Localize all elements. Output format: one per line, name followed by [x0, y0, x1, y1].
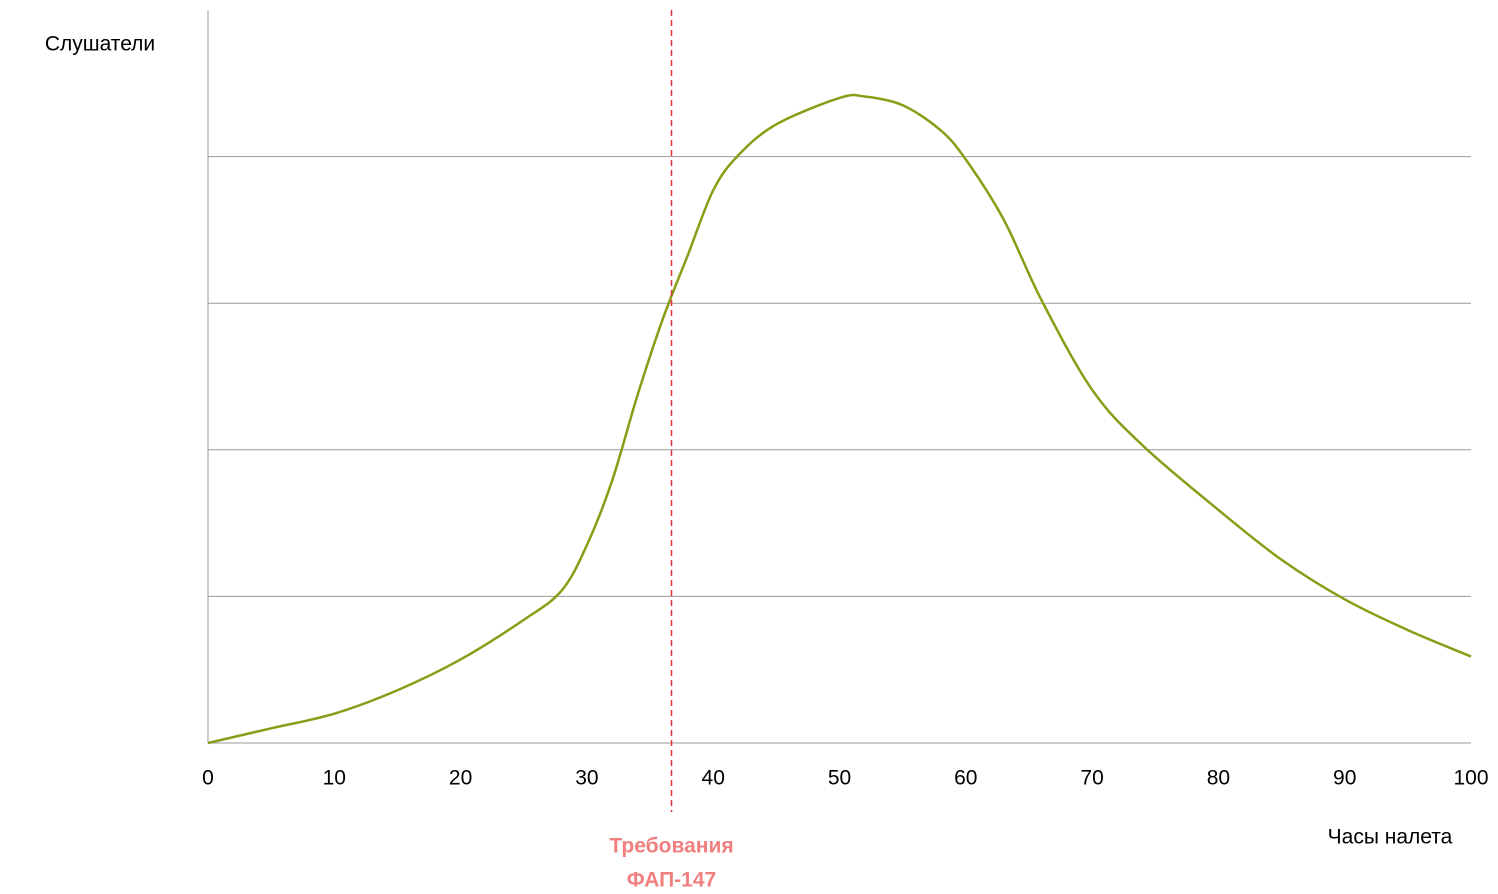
- x-tick-label: 70: [1080, 767, 1103, 790]
- x-tick-label: 100: [1453, 767, 1488, 790]
- requirement-label: Требования: [609, 835, 733, 858]
- x-axis-label: Часы налета: [1328, 826, 1453, 849]
- y-axis-label: Слушатели: [45, 33, 155, 56]
- x-tick-label: 0: [202, 767, 214, 790]
- x-tick-label: 30: [575, 767, 598, 790]
- line: [207, 93, 1472, 745]
- x-tick-label: 20: [449, 767, 472, 790]
- x-tick-label: 10: [323, 767, 346, 790]
- x-tick-label: 60: [954, 767, 977, 790]
- x-tick-label: 90: [1333, 767, 1356, 790]
- requirement-label: ФАП-147: [627, 869, 716, 892]
- x-tick-label: 80: [1207, 767, 1230, 790]
- x-tick-label: 50: [828, 767, 851, 790]
- x-tick-label: 40: [702, 767, 725, 790]
